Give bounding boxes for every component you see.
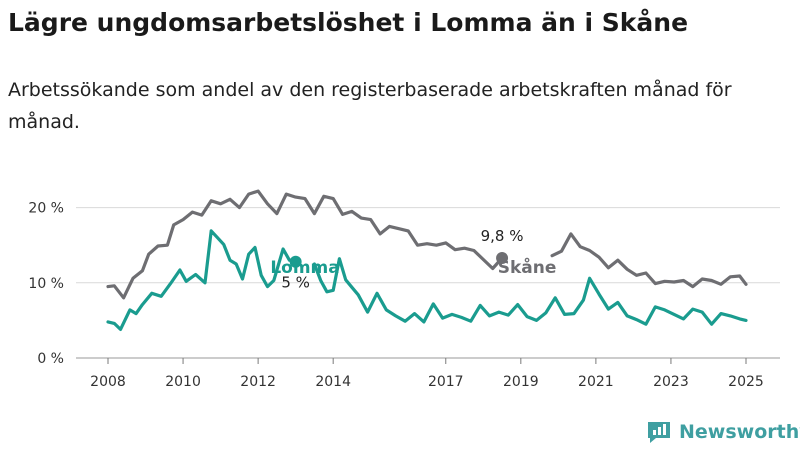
chart-subtitle: Arbetssökande som andel av den registerb… (8, 79, 732, 133)
series-line-skane (106, 189, 504, 300)
chart-title: Lägre ungdomsarbetslöshet i Lomma än i S… (8, 8, 689, 37)
end-label-skane: 9,8 % (481, 227, 524, 245)
series-line-skane (550, 232, 748, 289)
series-line-lomma (312, 257, 748, 326)
y-tick-label: 20 % (28, 201, 64, 217)
end-point-skane (496, 251, 509, 264)
brand-name: Newsworthy (679, 421, 800, 443)
x-tick-label: 2017 (428, 374, 464, 390)
series-lines (106, 189, 748, 331)
end-label-lomma: 5 % (281, 274, 310, 292)
y-tick-label: 10 % (28, 276, 64, 292)
x-axis-ticks: 2008 2010 2012 2014 2017 2019 2021 2023 2025 (90, 358, 764, 390)
x-tick-label: 2023 (653, 374, 689, 390)
x-tick-label: 2008 (90, 374, 126, 390)
x-tick-label: 2021 (578, 374, 614, 390)
x-tick-label: 2019 (503, 374, 539, 390)
series-label-skane: Skåne (498, 256, 557, 278)
brand-logo: Newsworthy (646, 420, 800, 444)
x-tick-label: 2010 (165, 374, 201, 390)
x-tick-label: 2012 (240, 374, 276, 390)
newsworthy-logo-icon (648, 422, 670, 443)
series-line-lomma (106, 229, 298, 331)
x-tick-label: 2014 (315, 374, 351, 390)
series-label-lomma: Lomma (270, 258, 339, 278)
end-point-lomma (289, 255, 302, 268)
y-tick-label: 0 % (37, 351, 64, 367)
y-axis-ticks: 0 % 10 % 20 % (28, 201, 64, 367)
x-tick-label: 2025 (728, 374, 764, 390)
series-labels: 9,8 % 5 %Lomma Skåne (270, 227, 556, 292)
